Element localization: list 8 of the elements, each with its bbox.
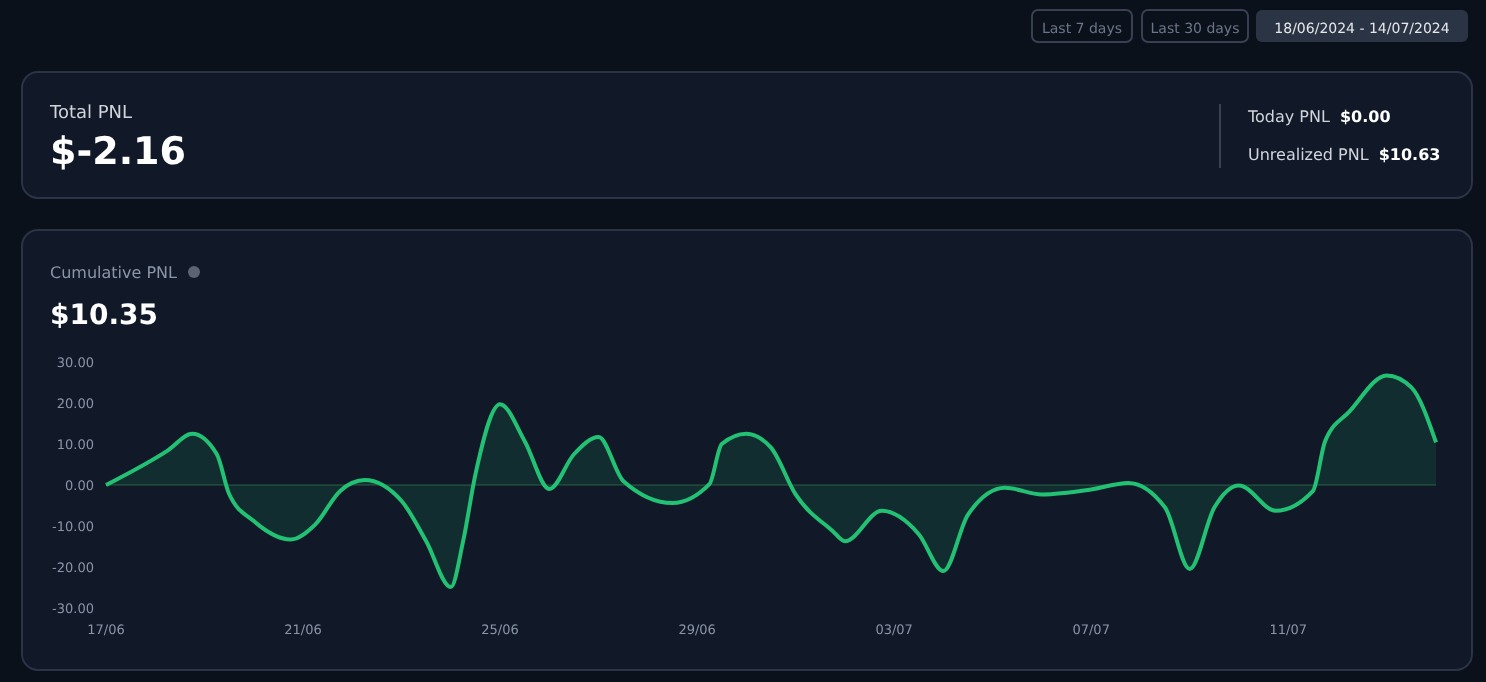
text: $10.63 bbox=[1378, 146, 1441, 164]
text: $-2.16 bbox=[50, 130, 186, 174]
chart-subtitle: $10.35 bbox=[50, 300, 159, 332]
text: Unrealized PNL bbox=[1248, 146, 1369, 164]
chart-title: Cumulative PNL bbox=[50, 264, 179, 282]
text: $0.00 bbox=[1339, 108, 1392, 126]
text: Today PNL bbox=[1248, 108, 1330, 126]
text: Total PNL bbox=[48, 104, 133, 124]
